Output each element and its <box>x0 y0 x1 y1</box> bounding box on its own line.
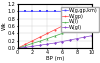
W(g,gp,km) <box>62 11 63 12</box>
W(l) <box>84 25 85 26</box>
W(gl) <box>24 47 26 48</box>
W(gl) <box>39 45 41 46</box>
Line: W(l): W(l) <box>17 22 93 49</box>
W(g,gp,km) <box>54 11 55 12</box>
W(gl) <box>17 48 18 49</box>
W(l) <box>47 38 48 39</box>
W(gl) <box>91 35 92 36</box>
W(gp) <box>69 22 70 23</box>
W(g,gp,km) <box>17 11 18 12</box>
W(gp) <box>91 11 92 12</box>
W(l) <box>69 30 70 31</box>
W(gp) <box>32 40 33 41</box>
W(gp) <box>76 18 78 19</box>
W(g,gp,km) <box>76 11 78 12</box>
W(l) <box>39 41 41 42</box>
W(g,gp,km) <box>91 11 92 12</box>
W(l) <box>76 28 78 29</box>
W(gl) <box>62 41 63 42</box>
X-axis label: BP (m): BP (m) <box>46 56 64 61</box>
W(g,gp,km) <box>84 11 85 12</box>
W(gp) <box>24 44 26 45</box>
W(l) <box>62 33 63 34</box>
Line: W(gl): W(gl) <box>17 35 93 49</box>
Y-axis label: Wk: Wk <box>2 22 7 30</box>
W(g,gp,km) <box>24 11 26 12</box>
W(g,gp,km) <box>69 11 70 12</box>
W(gl) <box>32 46 33 47</box>
W(g,gp,km) <box>39 11 41 12</box>
W(g,gp,km) <box>47 11 48 12</box>
Legend: W(g,gp,km), W(gp), W(l), W(gl): W(g,gp,km), W(gp), W(l), W(gl) <box>61 6 99 32</box>
Line: W(g,gp,km): W(g,gp,km) <box>17 10 93 12</box>
W(l) <box>17 48 18 49</box>
W(l) <box>32 43 33 44</box>
W(l) <box>91 23 92 24</box>
W(gl) <box>76 38 78 39</box>
W(gp) <box>17 48 18 49</box>
Line: W(gp): W(gp) <box>17 10 93 49</box>
W(g,gp,km) <box>32 11 33 12</box>
W(gp) <box>54 29 55 30</box>
W(gp) <box>47 33 48 34</box>
